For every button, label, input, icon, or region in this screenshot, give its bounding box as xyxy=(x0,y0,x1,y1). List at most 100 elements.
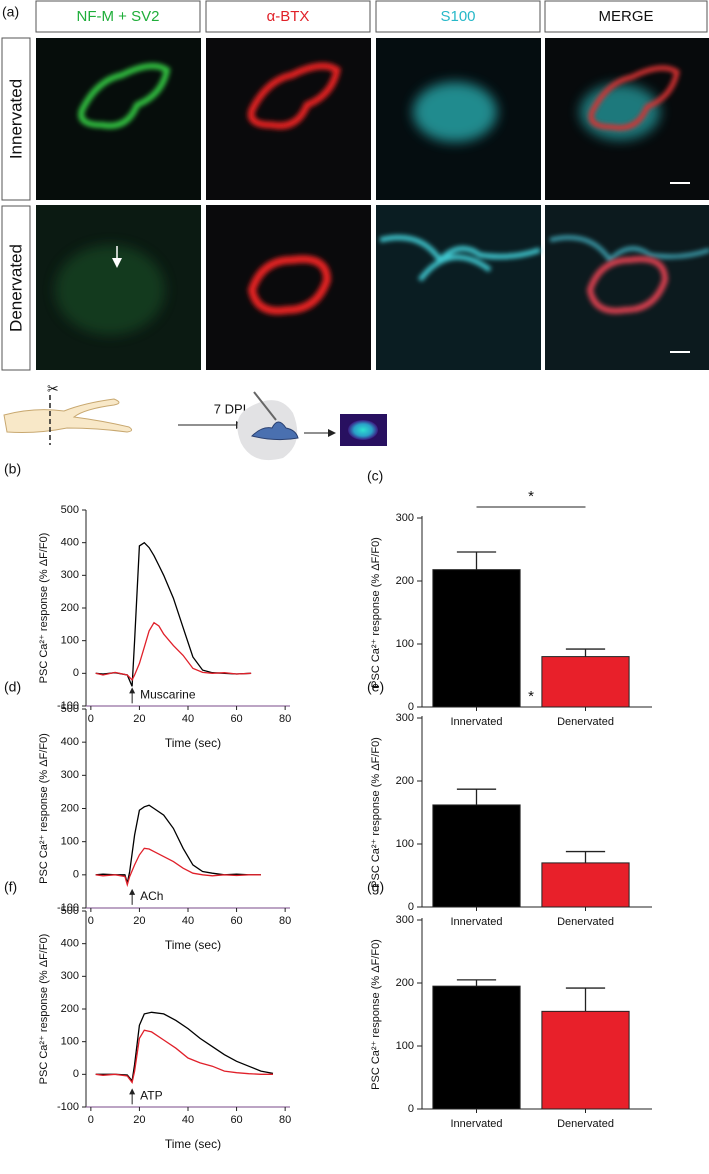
y-axis-label: PSC Ca²⁺ response (% ΔF/F0) xyxy=(370,537,382,688)
y-axis-label: PSC Ca²⁺ response (% ΔF/F0) xyxy=(38,934,50,1085)
x-tick-label: 0 xyxy=(88,915,94,927)
x-tick-label: Denervated xyxy=(557,1118,614,1130)
row-box xyxy=(1,205,31,371)
series-line xyxy=(95,804,261,884)
y-tick-label: -100 xyxy=(57,902,79,914)
x-axis-label: Time (sec) xyxy=(165,938,221,952)
bar xyxy=(432,985,521,1110)
stain xyxy=(379,235,541,282)
bar xyxy=(541,862,630,908)
y-tick-label: 500 xyxy=(61,905,79,917)
nerve xyxy=(3,398,133,433)
panel-label: (b) xyxy=(4,461,21,477)
x-axis-label: Time (sec) xyxy=(165,736,221,750)
stain xyxy=(247,255,332,315)
panel-label: (c) xyxy=(367,468,383,484)
x-tick-label: 0 xyxy=(88,1114,94,1126)
y-tick-label: 100 xyxy=(61,1036,79,1048)
x-tick-label: 60 xyxy=(230,1114,242,1126)
series-line xyxy=(95,1011,274,1083)
y-tick-label: -100 xyxy=(57,1101,79,1113)
column-header: MERGE xyxy=(598,8,653,25)
column-header: α-BTX xyxy=(267,8,310,25)
annotation: ATP xyxy=(140,1089,162,1103)
bar xyxy=(432,569,521,708)
schematic-label: 7 DPI xyxy=(214,401,247,416)
y-axis-label: PSC Ca²⁺ response (% ΔF/F0) xyxy=(370,737,382,888)
panel-label: (e) xyxy=(367,679,384,695)
x-tick-label: 60 xyxy=(230,713,242,725)
stimulus-arrow-head xyxy=(129,888,136,895)
column-header: S100 xyxy=(440,8,475,25)
header-box xyxy=(544,0,708,33)
header-box xyxy=(35,0,201,33)
y-tick-label: 400 xyxy=(61,736,79,748)
y-tick-label: 100 xyxy=(61,635,79,647)
y-tick-label: 200 xyxy=(396,575,414,587)
x-tick-label: Innervated xyxy=(451,1118,503,1130)
x-tick-label: 40 xyxy=(182,713,194,725)
x-axis-label: Time (sec) xyxy=(165,1137,221,1151)
y-tick-label: 100 xyxy=(61,836,79,848)
y-tick-label: 300 xyxy=(396,712,414,724)
row-label: Innervated xyxy=(6,79,25,159)
stimulus-arrow-head xyxy=(129,1088,136,1095)
x-tick-label: 80 xyxy=(279,915,291,927)
y-tick-label: 0 xyxy=(73,1068,79,1080)
row-label: Denervated xyxy=(6,244,25,332)
y-axis-label: PSC Ca²⁺ response (% ΔF/F0) xyxy=(38,733,50,884)
micrographs xyxy=(36,38,709,370)
x-tick-label: Innervated xyxy=(451,916,503,928)
y-tick-label: 300 xyxy=(396,512,414,524)
row-labels: Innervated Denervated xyxy=(1,37,31,371)
stain xyxy=(588,65,680,131)
x-tick-label: Denervated xyxy=(557,716,614,728)
y-tick-label: 500 xyxy=(61,504,79,516)
y-tick-label: 300 xyxy=(396,914,414,926)
header-box xyxy=(375,0,541,33)
column-header: NF-M + SV2 xyxy=(77,8,160,25)
y-tick-label: -100 xyxy=(57,700,79,712)
y-tick-label: 200 xyxy=(396,977,414,989)
y-tick-label: 100 xyxy=(396,638,414,650)
bar xyxy=(541,1010,630,1110)
header-box xyxy=(205,0,371,33)
y-axis-label: PSC Ca²⁺ response (% ΔF/F0) xyxy=(370,939,382,1090)
panel-label: (a) xyxy=(2,4,19,20)
significance: * xyxy=(528,488,534,505)
y-tick-label: 0 xyxy=(73,667,79,679)
x-tick-label: 40 xyxy=(182,915,194,927)
series-line xyxy=(95,541,252,687)
micrograph xyxy=(545,205,709,370)
x-tick-label: 20 xyxy=(133,915,145,927)
annotation: Muscarine xyxy=(140,688,196,702)
schematic: ✂ 7 DPI xyxy=(3,381,387,461)
x-tick-label: 40 xyxy=(182,1114,194,1126)
y-tick-label: 400 xyxy=(61,938,79,950)
y-tick-label: 300 xyxy=(61,970,79,982)
stain xyxy=(55,245,165,335)
panel-label: (d) xyxy=(4,679,21,695)
calcium-cell xyxy=(348,420,378,440)
x-tick-label: 0 xyxy=(88,713,94,725)
y-tick-label: 300 xyxy=(61,569,79,581)
stain xyxy=(549,235,709,264)
micrograph xyxy=(36,38,201,200)
x-tick-label: Denervated xyxy=(557,916,614,928)
x-tick-label: 80 xyxy=(279,1114,291,1126)
micrograph xyxy=(376,205,541,370)
series-line xyxy=(95,847,261,888)
panel-label: (g) xyxy=(367,879,384,895)
column-headers: NF-M + SV2 α-BTX S100 MERGE xyxy=(35,0,708,33)
significance: * xyxy=(528,688,534,705)
y-tick-label: 400 xyxy=(61,537,79,549)
series-line xyxy=(95,1029,273,1085)
stain xyxy=(413,82,497,142)
scissors-icon: ✂ xyxy=(47,381,59,397)
series-line xyxy=(95,621,252,682)
y-tick-label: 200 xyxy=(61,802,79,814)
y-tick-label: 200 xyxy=(61,1003,79,1015)
arrow-head xyxy=(328,429,336,437)
y-tick-label: 100 xyxy=(396,1040,414,1052)
